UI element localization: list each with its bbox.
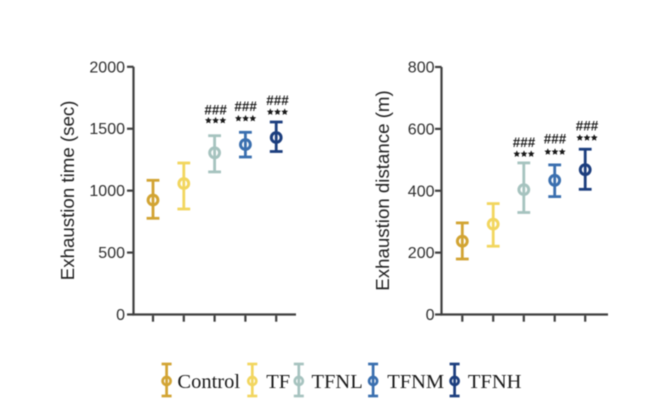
- svg-text:###: ###: [266, 93, 289, 108]
- svg-text:1500: 1500: [89, 121, 125, 138]
- svg-text:2000: 2000: [89, 59, 125, 76]
- svg-text:0: 0: [116, 307, 125, 324]
- svg-text:400: 400: [408, 183, 435, 200]
- svg-text:1000: 1000: [89, 183, 125, 200]
- svg-text:###: ###: [576, 119, 599, 134]
- svg-text:###: ###: [544, 131, 567, 146]
- svg-text:###: ###: [204, 103, 227, 118]
- svg-text:TFNH: TFNH: [468, 371, 522, 393]
- svg-text:600: 600: [408, 121, 435, 138]
- svg-text:Control: Control: [177, 371, 240, 393]
- svg-text:200: 200: [408, 245, 435, 262]
- svg-text:Exhaustion time (sec): Exhaustion time (sec): [57, 101, 78, 281]
- svg-text:500: 500: [98, 245, 125, 262]
- svg-text:###: ###: [234, 99, 257, 114]
- svg-text:TFNL: TFNL: [312, 371, 363, 393]
- svg-text:800: 800: [408, 60, 435, 77]
- svg-text:TF: TF: [266, 371, 290, 393]
- svg-text:###: ###: [513, 135, 536, 150]
- svg-text:0: 0: [426, 307, 435, 324]
- svg-text:TFNM: TFNM: [387, 371, 444, 393]
- svg-text:Exhaustion distance (m): Exhaustion distance (m): [372, 90, 393, 290]
